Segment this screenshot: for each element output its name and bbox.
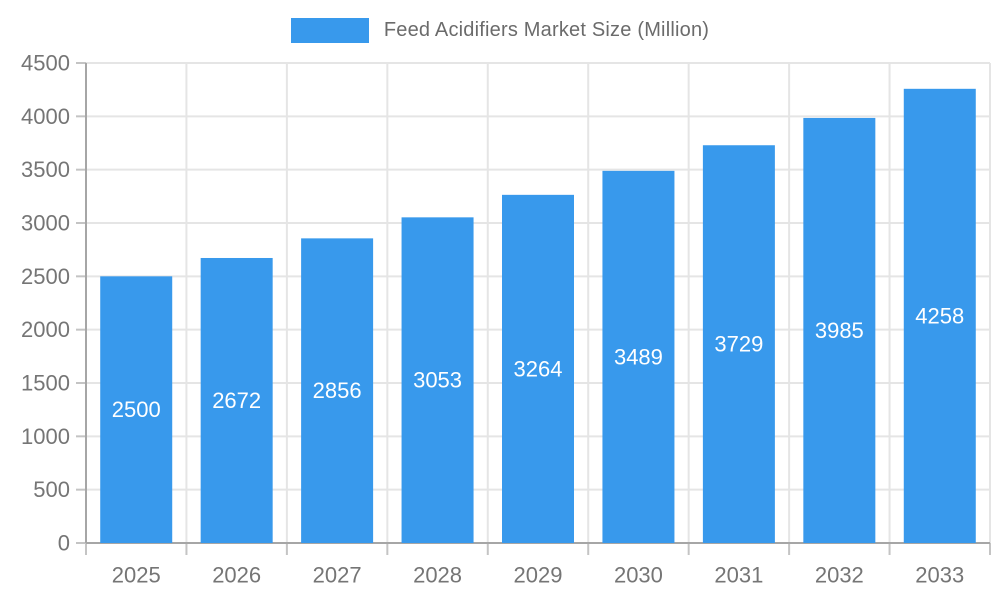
bar-2028[interactable] — [401, 217, 474, 543]
bar-value-label: 3489 — [614, 344, 663, 369]
x-axis-tick-label: 2033 — [915, 563, 964, 588]
x-axis-tick-label: 2026 — [212, 563, 261, 588]
legend-label[interactable]: Feed Acidifiers Market Size (Million) — [383, 19, 710, 41]
bar-value-label: 3264 — [514, 356, 563, 381]
x-axis-tick-label: 2028 — [413, 563, 462, 588]
bar-2033[interactable] — [903, 88, 976, 544]
y-axis-tick-label: 4000 — [21, 104, 70, 129]
y-axis-tick-label: 0 — [58, 531, 70, 556]
bar-2029[interactable] — [502, 194, 574, 543]
bar-value-label: 2500 — [112, 397, 161, 422]
y-axis-tick-label: 1000 — [21, 424, 70, 449]
bar-2027[interactable] — [301, 238, 374, 544]
y-axis-tick-label: 4500 — [21, 51, 70, 76]
y-axis-tick-label: 3000 — [21, 211, 70, 236]
bar-value-label: 2856 — [313, 378, 362, 403]
x-axis-tick-label: 2030 — [614, 563, 663, 588]
x-axis-tick-label: 2029 — [514, 563, 563, 588]
bar-value-label: 3053 — [413, 368, 462, 393]
chart-legend[interactable]: Feed Acidifiers Market Size (Million) — [0, 18, 1000, 43]
x-axis-tick-label: 2025 — [112, 563, 161, 588]
y-axis-tick-label: 3500 — [21, 157, 70, 182]
x-axis-tick-label: 2027 — [313, 563, 362, 588]
bar-value-label: 3729 — [714, 332, 763, 357]
y-axis-tick-label: 1500 — [21, 371, 70, 396]
bar-value-label: 2672 — [212, 388, 261, 413]
bar-2026[interactable] — [200, 257, 273, 543]
x-axis-tick-label: 2031 — [714, 563, 763, 588]
legend-swatch[interactable] — [290, 18, 369, 43]
bar-2032[interactable] — [803, 117, 876, 543]
y-axis-tick-label: 2000 — [21, 317, 70, 342]
bar-2030[interactable] — [602, 170, 675, 543]
bar-2025[interactable] — [100, 276, 173, 543]
x-axis-tick-label: 2032 — [815, 563, 864, 588]
bar-value-label: 4258 — [915, 303, 964, 328]
y-axis-tick-label: 500 — [33, 477, 70, 502]
y-axis-tick-label: 2500 — [21, 264, 70, 289]
bar-value-label: 3985 — [815, 318, 864, 343]
bar-2031[interactable] — [702, 145, 775, 544]
